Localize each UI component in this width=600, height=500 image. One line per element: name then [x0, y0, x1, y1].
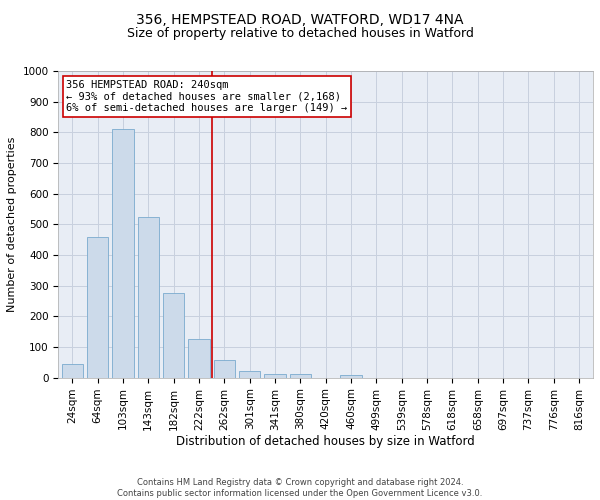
Bar — [137, 216, 159, 378]
Text: Contains HM Land Registry data © Crown copyright and database right 2024.
Contai: Contains HM Land Registry data © Crown c… — [118, 478, 482, 498]
Text: Size of property relative to detached houses in Watford: Size of property relative to detached ho… — [127, 28, 473, 40]
Bar — [290, 374, 311, 378]
Text: 356 HEMPSTEAD ROAD: 240sqm
← 93% of detached houses are smaller (2,168)
6% of se: 356 HEMPSTEAD ROAD: 240sqm ← 93% of deta… — [67, 80, 347, 114]
Bar — [112, 129, 134, 378]
Bar — [87, 236, 109, 378]
Bar — [340, 375, 362, 378]
Bar — [188, 340, 210, 378]
Text: 356, HEMPSTEAD ROAD, WATFORD, WD17 4NA: 356, HEMPSTEAD ROAD, WATFORD, WD17 4NA — [136, 12, 464, 26]
Bar — [214, 360, 235, 378]
Y-axis label: Number of detached properties: Number of detached properties — [7, 136, 17, 312]
Bar — [163, 294, 184, 378]
Bar — [62, 364, 83, 378]
Bar — [239, 371, 260, 378]
Bar — [264, 374, 286, 378]
X-axis label: Distribution of detached houses by size in Watford: Distribution of detached houses by size … — [176, 435, 475, 448]
